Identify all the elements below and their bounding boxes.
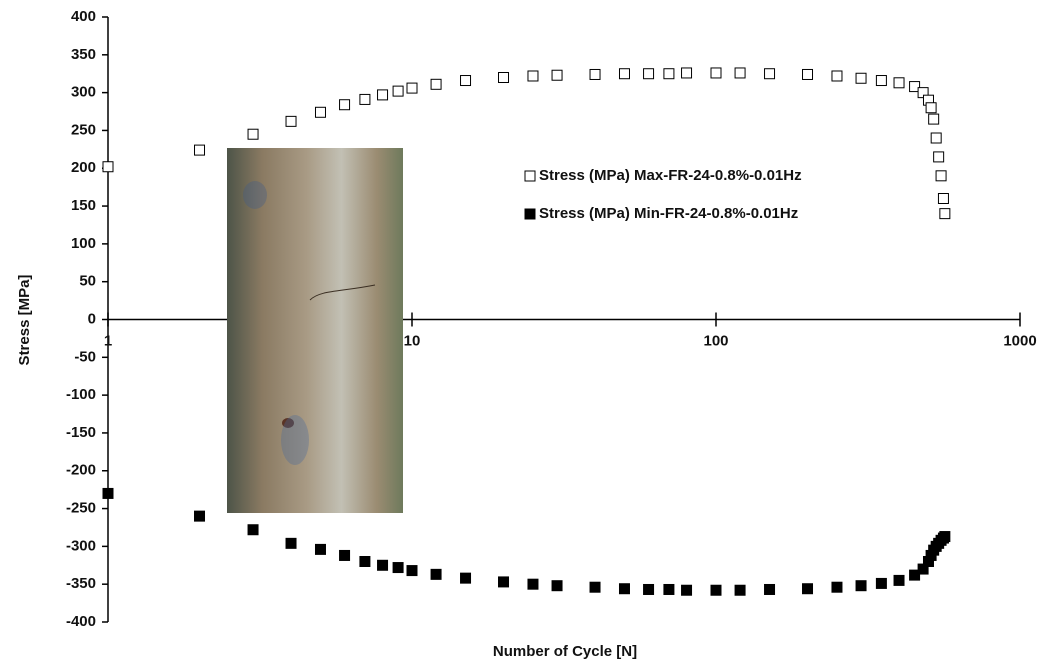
x-tick-label: 1	[104, 332, 112, 349]
data-point	[832, 71, 842, 81]
data-point	[340, 100, 350, 110]
data-point	[360, 94, 370, 104]
data-point	[664, 69, 674, 79]
data-point	[340, 550, 350, 560]
data-point	[876, 76, 886, 86]
y-tick-label: -150	[66, 424, 96, 441]
data-point	[644, 69, 654, 79]
data-point	[682, 68, 692, 78]
data-point	[431, 569, 441, 579]
data-point	[393, 563, 403, 573]
y-tick-label: 150	[71, 197, 96, 214]
y-axis-label: Stress [MPa]	[16, 275, 33, 366]
data-point	[431, 79, 441, 89]
data-point	[248, 129, 258, 139]
data-point	[894, 78, 904, 88]
y-tick-label: 50	[79, 273, 96, 290]
data-point	[499, 73, 509, 83]
data-point	[926, 103, 936, 113]
data-point	[832, 582, 842, 592]
data-point	[711, 68, 721, 78]
data-point	[286, 538, 296, 548]
data-point	[735, 68, 745, 78]
data-point	[103, 162, 113, 172]
data-point	[940, 209, 950, 219]
data-point	[590, 69, 600, 79]
data-point	[931, 133, 941, 143]
data-point	[936, 171, 946, 181]
data-point	[590, 582, 600, 592]
legend-label: Stress (MPa) Min-FR-24-0.8%-0.01Hz	[539, 205, 798, 222]
y-tick-label: 250	[71, 121, 96, 138]
data-point	[938, 194, 948, 204]
x-tick-label: 1000	[1003, 332, 1036, 349]
data-point	[315, 544, 325, 554]
data-point	[856, 581, 866, 591]
data-point	[765, 69, 775, 79]
x-axis-label: Number of Cycle [N]	[493, 643, 637, 660]
data-point	[315, 107, 325, 117]
y-tick-label: -300	[66, 537, 96, 554]
chart: Stress [MPa] Number of Cycle [N] -400 -35…	[0, 0, 1060, 669]
data-point	[552, 70, 562, 80]
data-point	[378, 560, 388, 570]
data-point	[378, 90, 388, 100]
data-point	[461, 76, 471, 86]
data-point	[856, 73, 866, 83]
data-point	[528, 71, 538, 81]
x-tick-label: 10	[404, 332, 421, 349]
y-tick-label: -200	[66, 462, 96, 479]
legend: Stress (MPa) Max-FR-24-0.8%-0.01Hz Stress…	[525, 167, 802, 222]
data-point	[735, 585, 745, 595]
data-point	[803, 69, 813, 79]
x-tick-label: 100	[703, 332, 728, 349]
data-point	[360, 557, 370, 567]
data-point	[195, 511, 205, 521]
y-tick-label: -100	[66, 386, 96, 403]
data-point	[619, 69, 629, 79]
y-tick-label: -350	[66, 575, 96, 592]
data-point	[407, 83, 417, 93]
legend-marker	[525, 171, 535, 181]
y-tick-label: 350	[71, 46, 96, 63]
legend-marker	[525, 209, 535, 219]
data-point	[528, 579, 538, 589]
y-tick-label: 400	[71, 8, 96, 25]
data-point	[103, 488, 113, 498]
y-tick-label: -400	[66, 613, 96, 630]
axes: -400 -350 -300 -250 -200 -150 -100 -50 0 50 100 150…	[66, 8, 1037, 630]
data-point	[765, 584, 775, 594]
y-tick-label: 200	[71, 159, 96, 176]
data-point	[929, 114, 939, 124]
data-point	[644, 584, 654, 594]
data-point	[552, 581, 562, 591]
data-point	[934, 152, 944, 162]
inset-photo	[227, 148, 403, 513]
data-point	[461, 573, 471, 583]
data-point	[393, 86, 403, 96]
legend-label: Stress (MPa) Max-FR-24-0.8%-0.01Hz	[539, 167, 802, 184]
y-tick-label: -250	[66, 500, 96, 517]
data-point	[664, 584, 674, 594]
data-point	[499, 577, 509, 587]
y-tick-label: 100	[71, 235, 96, 252]
y-tick-label: 0	[88, 310, 96, 327]
data-point	[286, 116, 296, 126]
data-point	[407, 566, 417, 576]
y-tick-label: 300	[71, 84, 96, 101]
data-point	[195, 145, 205, 155]
data-point	[894, 575, 904, 585]
data-point	[682, 585, 692, 595]
data-point	[803, 584, 813, 594]
y-tick-label: -50	[74, 348, 96, 365]
data-point	[876, 578, 886, 588]
data-point	[248, 525, 258, 535]
data-point	[711, 585, 721, 595]
data-point	[940, 532, 950, 542]
data-point	[619, 584, 629, 594]
